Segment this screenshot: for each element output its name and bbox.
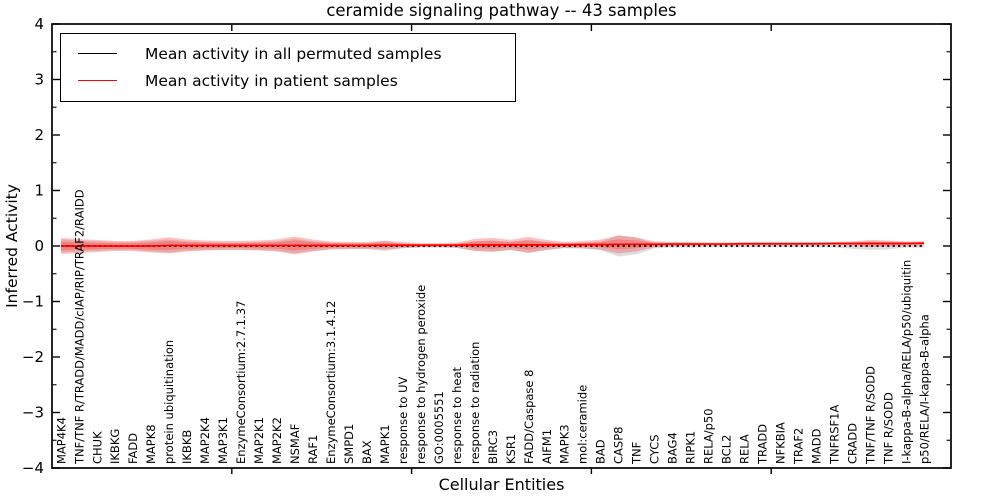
legend-label-permuted: Mean activity in all permuted samples xyxy=(145,44,442,63)
y-tick-label: 3 xyxy=(34,71,44,89)
x-category-label: response to hydrogen peroxide xyxy=(414,285,428,464)
black-line-swatch xyxy=(78,53,117,54)
y-tick-label: 0 xyxy=(34,237,44,255)
x-category-label: response to heat xyxy=(450,367,464,464)
x-category-label: response to radiation xyxy=(468,342,482,464)
x-category-label: KSR1 xyxy=(504,434,518,464)
plot-frame xyxy=(51,23,952,469)
x-category-label: FADD/Caspase 8 xyxy=(522,370,536,464)
legend-item-patient: Mean activity in patient samples xyxy=(61,67,515,94)
x-category-label: EnzymeConsortium:2.7.1.37 xyxy=(234,301,248,464)
y-tick-label: −2 xyxy=(22,348,44,366)
x-category-label: mol:ceramide xyxy=(576,385,590,464)
x-category-label: RAF1 xyxy=(306,435,320,464)
x-category-label: CASP8 xyxy=(612,427,626,464)
x-category-label: response to UV xyxy=(396,376,410,464)
x-category-label: EnzymeConsortium:3.1.4.12 xyxy=(324,301,338,464)
x-category-label: TRADD xyxy=(756,424,770,465)
y-axis-label: Inferred Activity xyxy=(3,184,21,308)
mean-patient-line xyxy=(60,242,925,247)
x-category-label: MADD xyxy=(809,428,823,464)
x-category-label: TNF/TNF R/SODD xyxy=(863,366,877,465)
x-category-label: BAX xyxy=(360,440,374,464)
x-category-label: BCL2 xyxy=(720,435,734,464)
x-category-label: TNF/TNF R/TRADD/MADD/cIAP/RIP/TRAF2/RAID… xyxy=(72,189,86,465)
x-category-label: BIRC3 xyxy=(486,430,500,464)
x-category-label: CYCS xyxy=(648,434,662,464)
x-category-label: CRADD xyxy=(845,423,859,464)
x-category-label: protein ubiquitination xyxy=(162,340,176,464)
x-category-label: MAP2K1 xyxy=(252,417,266,464)
y-tick-label: 2 xyxy=(34,126,44,144)
x-category-label: AIFM1 xyxy=(540,429,554,464)
x-category-label: RELA xyxy=(738,434,752,464)
x-category-label: p50/RELA/I-kappa-B-alpha xyxy=(917,314,931,464)
x-category-label: FADD xyxy=(126,433,140,464)
x-category-label: MAP2K2 xyxy=(270,417,284,464)
x-category-label: RELA/p50 xyxy=(702,408,716,464)
y-tick-label: −1 xyxy=(22,293,44,311)
legend-label-patient: Mean activity in patient samples xyxy=(145,71,398,90)
x-category-label: CHUK xyxy=(90,431,104,464)
legend: Mean activity in all permuted samples Me… xyxy=(60,33,516,102)
x-category-label: BAG4 xyxy=(666,432,680,464)
x-category-label: BAD xyxy=(594,439,608,464)
x-category-label: GO:0005551 xyxy=(432,391,446,464)
red-line-swatch xyxy=(78,80,117,81)
y-tick-label: 1 xyxy=(34,182,44,200)
y-tick-label: −3 xyxy=(22,404,44,422)
permuted-variance-band xyxy=(60,235,925,257)
x-category-label: MAPK1 xyxy=(378,424,392,464)
y-tick-label: −4 xyxy=(22,459,44,477)
x-category-label: RIPK1 xyxy=(684,431,698,464)
x-category-label: I-kappa-B-alpha/RELA/p50/ubiquitin xyxy=(899,260,913,464)
x-axis-label: Cellular Entities xyxy=(438,475,565,494)
x-category-label: NSMAF xyxy=(288,424,302,464)
x-category-label: MAP4K4 xyxy=(54,417,68,464)
legend-item-permuted: Mean activity in all permuted samples xyxy=(61,40,515,67)
x-category-label: MAP2K4 xyxy=(198,417,212,464)
x-category-label: MAP3K1 xyxy=(216,417,230,464)
y-tick-label: 4 xyxy=(34,15,44,33)
x-category-label: SMPD1 xyxy=(342,424,356,464)
x-category-label: IKBKG xyxy=(108,429,122,464)
x-category-label: MAPK8 xyxy=(144,424,158,464)
x-category-label: TNFRSF1A xyxy=(827,405,841,465)
chart-title: ceramide signaling pathway -- 43 samples xyxy=(326,1,677,20)
x-category-label: MAPK3 xyxy=(558,424,572,464)
x-category-label: IKBKB xyxy=(180,430,194,464)
x-category-label: NFKBIA xyxy=(773,422,787,464)
x-category-label: TNF xyxy=(630,442,644,465)
x-category-label: TRAF2 xyxy=(791,428,805,465)
x-category-label: TNF R/SODD xyxy=(881,392,895,465)
